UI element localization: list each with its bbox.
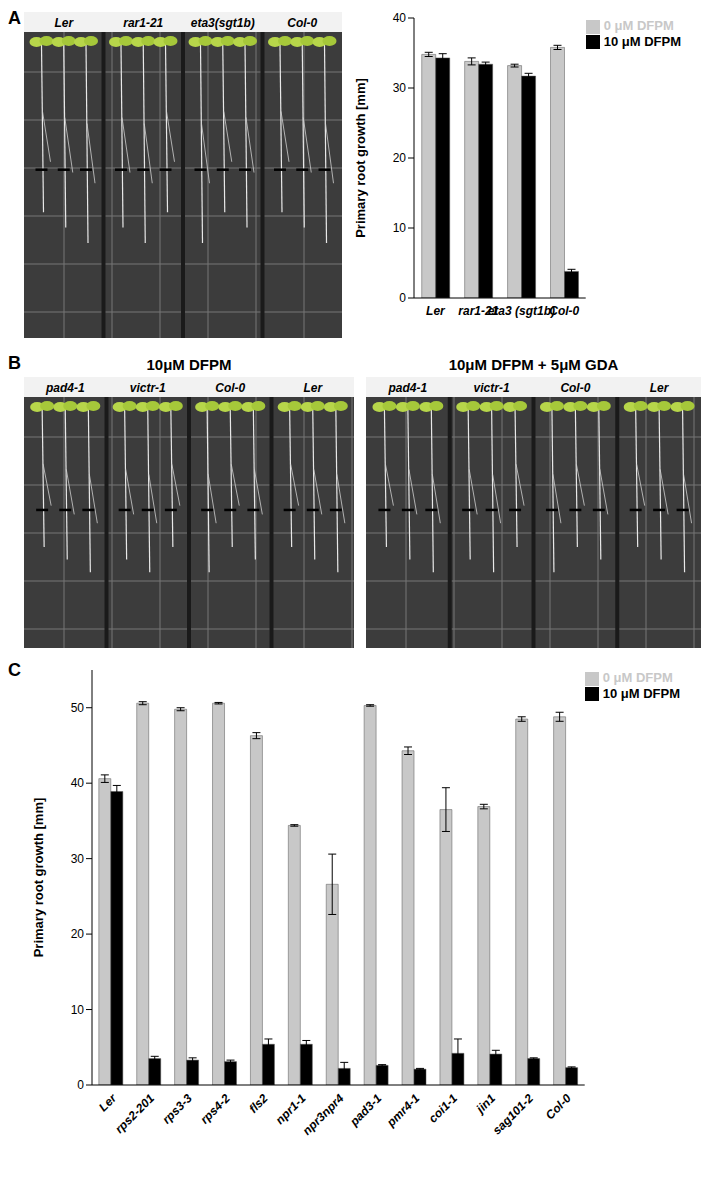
svg-text:30: 30 (393, 81, 407, 95)
svg-text:50: 50 (71, 701, 85, 715)
svg-text:pad4-1: pad4-1 (388, 381, 428, 395)
svg-text:coi1-1: coi1-1 (426, 1091, 461, 1126)
html-text:B: B (8, 353, 21, 373)
svg-text:pmr4-1: pmr4-1 (383, 1091, 422, 1130)
svg-text:eta3(sgt1b): eta3(sgt1b) (191, 16, 255, 30)
svg-text:Primary root growth [mm]: Primary root growth [mm] (353, 78, 368, 238)
svg-text:40: 40 (71, 776, 85, 790)
svg-text:pad3-1: pad3-1 (346, 1091, 384, 1129)
svg-text:20: 20 (393, 151, 407, 165)
svg-text:eta3 (sgt1b): eta3 (sgt1b) (488, 304, 555, 318)
html-text:A: A (8, 8, 21, 28)
svg-text:sag101-2: sag101-2 (490, 1091, 536, 1137)
svg-text:20: 20 (71, 927, 85, 941)
svg-text:Ler: Ler (303, 381, 323, 395)
html-text:0 μM DFPM: 0 μM DFPM (603, 18, 674, 33)
svg-text:jin1: jin1 (472, 1091, 498, 1117)
svg-text:10μM DFPM: 10μM DFPM (146, 356, 231, 373)
svg-text:Col-0: Col-0 (287, 16, 317, 30)
svg-text:Ler: Ler (96, 1090, 120, 1114)
html-text:10 μM DFPM: 10 μM DFPM (602, 685, 680, 701)
svg-text:rps2-201: rps2-201 (112, 1091, 157, 1136)
svg-text:30: 30 (71, 852, 85, 866)
svg-text:0: 0 (77, 1078, 84, 1092)
svg-text:Ler: Ler (54, 16, 74, 30)
svg-text:victr-1: victr-1 (130, 381, 166, 395)
html-text:0 μM DFPM: 0 μM DFPM (602, 670, 673, 685)
svg-text:Primary root growth [mm]: Primary root growth [mm] (31, 798, 46, 958)
svg-text:rar1-21: rar1-21 (458, 303, 499, 318)
svg-text:10: 10 (71, 1003, 85, 1017)
svg-text:pad4-1: pad4-1 (45, 381, 85, 395)
svg-text:rps4-2: rps4-2 (197, 1091, 233, 1127)
svg-text:Col-0: Col-0 (543, 1091, 574, 1122)
svg-text:Col-0: Col-0 (549, 304, 579, 318)
html-text:10 μM DFPM: 10 μM DFPM (603, 33, 681, 49)
svg-text:rar1-21: rar1-21 (123, 16, 163, 30)
svg-text:Col-0: Col-0 (560, 381, 590, 395)
svg-text:0: 0 (399, 291, 406, 305)
svg-text:rps3-3: rps3-3 (160, 1091, 196, 1127)
svg-text:10μM DFPM + 5μM GDA: 10μM DFPM + 5μM GDA (449, 356, 619, 373)
svg-text:fls2: fls2 (246, 1091, 271, 1116)
html-text:C: C (8, 660, 21, 680)
svg-text:npr1-1: npr1-1 (273, 1091, 309, 1127)
svg-text:Ler: Ler (650, 381, 670, 395)
svg-text:10: 10 (393, 221, 407, 235)
svg-text:npr3npr4: npr3npr4 (300, 1091, 347, 1138)
svg-text:40: 40 (393, 11, 407, 25)
svg-text:victr-1: victr-1 (474, 381, 510, 395)
svg-text:Col-0: Col-0 (215, 381, 245, 395)
svg-text:Ler: Ler (426, 304, 446, 318)
